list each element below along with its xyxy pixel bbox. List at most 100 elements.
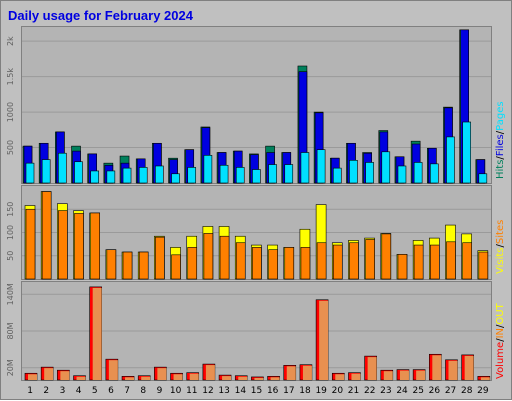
day-label: 2 — [43, 386, 49, 396]
volume-bar-fill — [141, 376, 151, 380]
volume-bar-fill — [254, 377, 264, 380]
volume-bar-fill — [319, 300, 329, 380]
pages-bar — [252, 169, 261, 184]
day-label: 27 — [445, 386, 456, 396]
visits-panel-tick-label: 100 — [6, 225, 15, 240]
volume-legend: Volume/IN/OUT — [495, 302, 506, 379]
pages-bar — [74, 161, 83, 184]
day-label: 17 — [283, 386, 294, 396]
day-label: 9 — [157, 386, 163, 396]
pages-bar — [381, 151, 391, 184]
volume-bar-fill — [351, 373, 361, 380]
sites-bar — [413, 244, 424, 280]
pages-bar — [268, 164, 277, 184]
day-label: 22 — [364, 386, 375, 396]
sites-bar — [462, 242, 472, 280]
sites-bar — [203, 233, 214, 280]
volume-bar-fill — [448, 360, 458, 380]
pages-bar — [413, 162, 423, 184]
pages-bar — [316, 149, 326, 184]
sites-bar — [155, 236, 165, 280]
day-label: 21 — [348, 386, 359, 396]
legends: Hits/Files/PagesVisits/SitesVolume/IN/OU… — [495, 101, 506, 379]
sites-bar — [446, 241, 456, 280]
chart-panels: 500 1000 1.5k 2k 50 100 150 20M 80M 140M — [6, 26, 492, 381]
sites-bar — [90, 212, 100, 280]
visits-panel-tick-label: 50 — [6, 251, 15, 261]
day-label: 28 — [461, 386, 473, 396]
sites-bar — [235, 242, 246, 280]
sites-bar — [138, 251, 149, 280]
pages-bar — [187, 167, 197, 184]
volume-bar-fill — [270, 377, 280, 380]
day-label: 20 — [332, 386, 344, 396]
sites-bar — [41, 191, 52, 280]
day-label: 19 — [315, 386, 327, 396]
volume-bar-fill — [367, 357, 377, 380]
visits-panel-tick-label: 150 — [6, 202, 15, 217]
pages-bar — [430, 163, 439, 184]
hits-legend-entry: Hits — [495, 160, 506, 179]
sites-bar — [365, 239, 375, 280]
volume-bar-fill — [222, 376, 232, 380]
sites-bar — [397, 254, 408, 280]
sites-bar — [58, 210, 68, 280]
day-label: 10 — [170, 386, 182, 396]
sites-bar — [74, 213, 84, 280]
pages-bar — [171, 173, 180, 184]
volume-bar-fill — [60, 371, 70, 380]
volume-bar-fill — [44, 368, 54, 380]
visits-legend-entry: / — [495, 243, 506, 247]
hits-legend-entry: Pages — [495, 101, 506, 130]
pages-bar — [203, 155, 213, 184]
hits-panel-tick-label: 2k — [6, 36, 15, 46]
volume-bar-fill — [76, 376, 86, 380]
sites-bar — [25, 208, 36, 280]
pages-bar — [365, 162, 374, 184]
pages-bar — [349, 160, 358, 184]
chart-title: Daily usage for February 2024 — [8, 8, 194, 23]
volume-legend-text: Volume/IN/OUT — [495, 302, 506, 379]
sites-bar — [349, 242, 359, 280]
volume-bar-fill — [238, 376, 248, 380]
pages-bar — [397, 165, 407, 184]
pages-bar — [235, 167, 245, 184]
day-label: 5 — [92, 386, 98, 396]
pages-bar — [122, 167, 132, 184]
hits-legend-entry: Files — [495, 134, 506, 156]
pages-bar — [41, 159, 51, 184]
sites-bar — [268, 249, 278, 280]
volume-bar-fill — [189, 373, 199, 380]
pages-bar — [58, 152, 67, 184]
sites-bar — [219, 235, 230, 280]
volume-bar-fill — [286, 366, 296, 380]
hits-panel-tick-label: 1.5k — [6, 68, 15, 86]
volume-bar-fill — [108, 360, 118, 380]
volume-bar-fill — [416, 370, 426, 380]
day-label: 25 — [412, 386, 423, 396]
volume-bar-fill — [157, 368, 167, 380]
day-label: 23 — [380, 386, 391, 396]
hits-legend-entry: / — [495, 130, 506, 134]
volume-bar-fill — [173, 374, 183, 380]
volume-panel-tick-label: 20M — [6, 359, 15, 376]
pages-bar — [446, 136, 455, 184]
volume-bar-fill — [92, 287, 102, 380]
day-label: 3 — [60, 386, 66, 396]
sites-bar — [316, 242, 327, 280]
pages-bar — [138, 167, 148, 184]
pages-bar — [90, 170, 99, 184]
day-axis: 1 2 3 4 5 6 7 8 9 10 11 12 13 14 15 16 17 18 19 20 21 22 23 24 2… — [27, 386, 489, 396]
day-label: 13 — [218, 386, 229, 396]
volume-bar-fill — [399, 370, 409, 380]
day-label: 18 — [299, 386, 311, 396]
day-label: 24 — [396, 386, 408, 396]
day-label: 15 — [251, 386, 262, 396]
sites-bar — [430, 244, 440, 280]
volume-bar-fill — [432, 355, 442, 380]
sites-bar — [284, 247, 295, 280]
day-label: 16 — [267, 386, 279, 396]
visits-legend-entry: Visits — [495, 247, 506, 274]
